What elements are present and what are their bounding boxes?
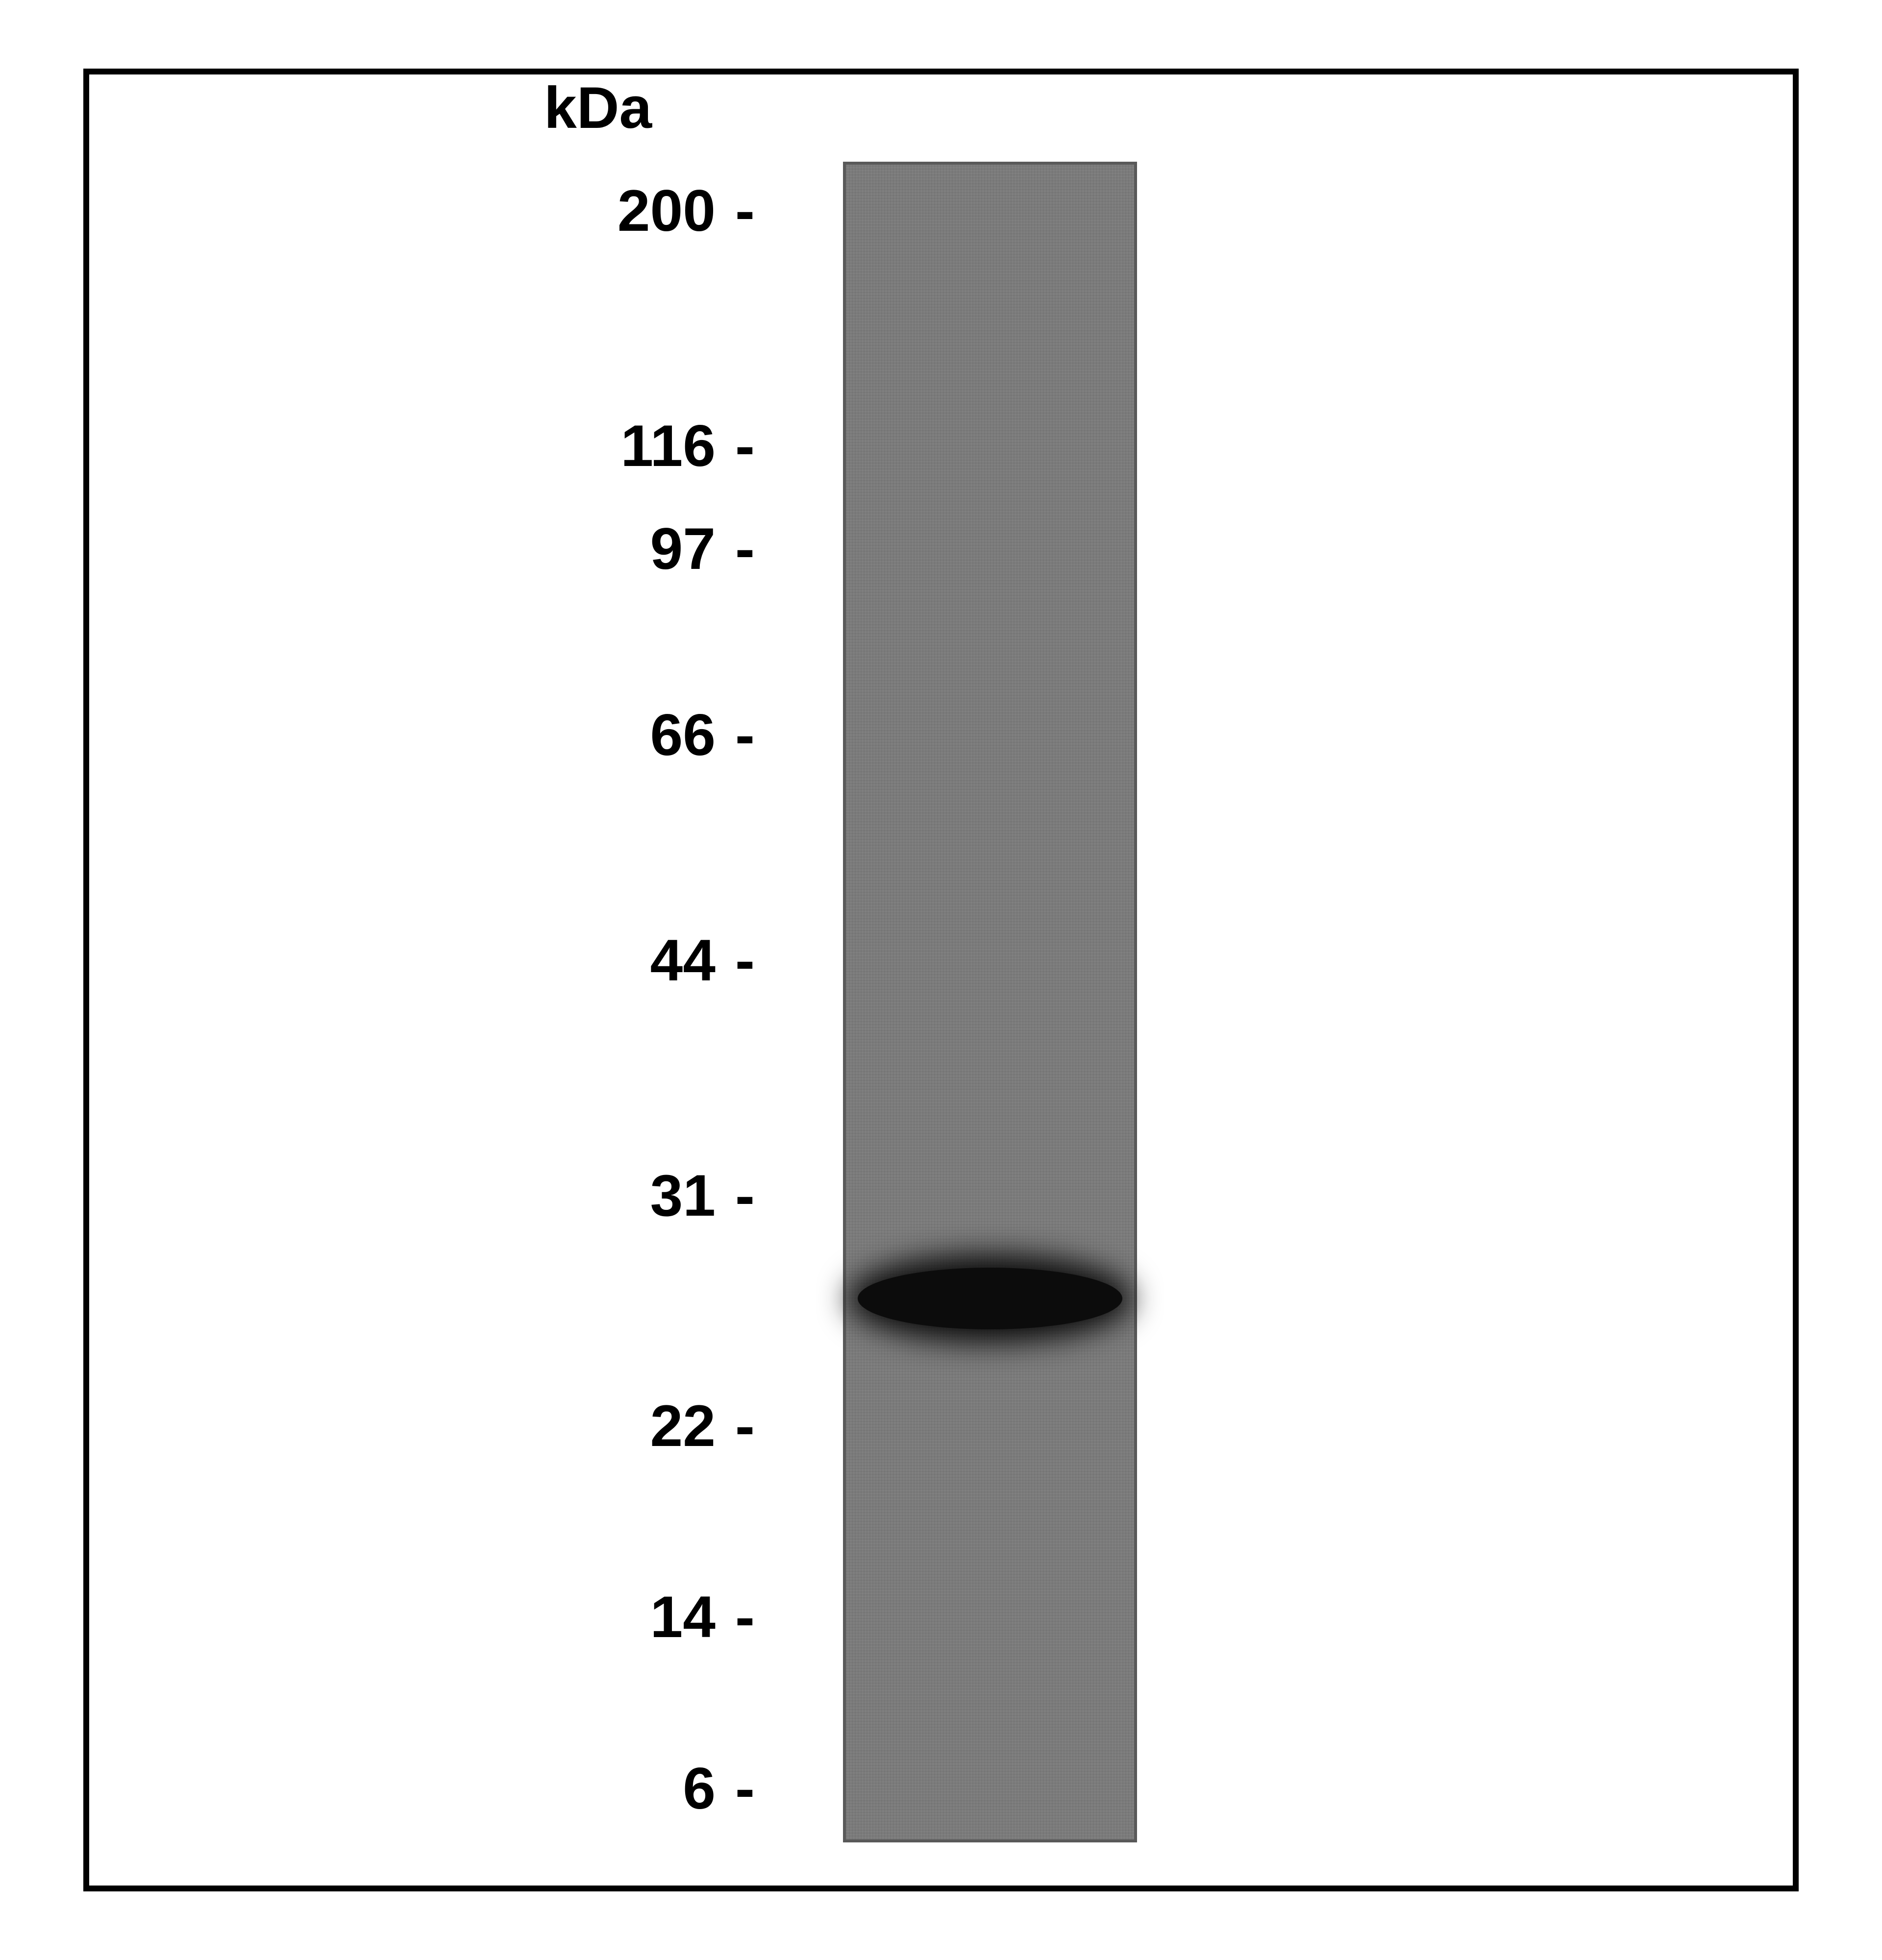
ladder-tick: - xyxy=(735,1166,755,1225)
ladder-label: 22 xyxy=(0,1396,716,1455)
ladder-tick: - xyxy=(735,706,755,764)
unit-label: kDa xyxy=(544,78,652,137)
ladder-tick: - xyxy=(735,519,755,578)
ladder-tick: - xyxy=(735,931,755,990)
ladder-label: 66 xyxy=(0,706,716,764)
ladder-label: 97 xyxy=(0,519,716,578)
ladder-tick: - xyxy=(735,181,755,240)
ladder-tick: - xyxy=(735,416,755,475)
ladder-label: 31 xyxy=(0,1166,716,1225)
ladder-label: 200 xyxy=(0,181,716,240)
ladder-tick: - xyxy=(735,1588,755,1646)
ladder-tick: - xyxy=(735,1759,755,1818)
ladder-label: 6 xyxy=(0,1759,716,1818)
ladder-label: 14 xyxy=(0,1588,716,1646)
ladder-label: 116 xyxy=(0,416,716,475)
gel-lane xyxy=(843,162,1137,1842)
ladder-tick: - xyxy=(735,1396,755,1455)
protein-band-core xyxy=(858,1268,1122,1329)
ladder-label: 44 xyxy=(0,931,716,990)
